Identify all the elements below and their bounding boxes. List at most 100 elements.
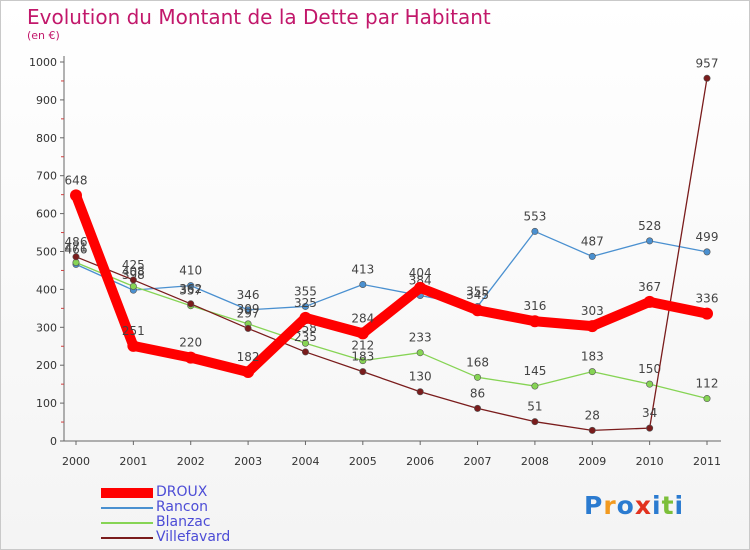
data-point-blanzac: [588, 368, 596, 376]
x-tick-label: 2009: [578, 455, 606, 468]
y-tick-label: 200: [36, 359, 57, 372]
y-tick-label: 900: [36, 94, 57, 107]
data-label-droux: 404: [409, 266, 432, 280]
data-label-rancon: 346: [237, 288, 260, 302]
data-point-villefavard: [129, 276, 137, 284]
x-tick-label: 2005: [349, 455, 377, 468]
chart-unit: (en €): [27, 29, 60, 42]
logo-letter: t: [661, 491, 675, 520]
data-point-villefavard: [703, 74, 711, 82]
data-point-droux: [643, 295, 656, 308]
data-label-rancon: 413: [351, 262, 374, 276]
data-label-droux: 284: [351, 311, 374, 325]
data-label-droux: 336: [696, 292, 719, 306]
y-tick-label: 400: [36, 283, 57, 296]
data-point-villefavard: [301, 348, 309, 356]
logo-letter: o: [616, 491, 635, 520]
data-point-blanzac: [129, 282, 137, 290]
legend-label: Villefavard: [156, 529, 231, 545]
data-point-droux: [356, 327, 369, 340]
y-tick-label: 0: [50, 435, 57, 448]
data-point-rancon: [703, 248, 711, 256]
data-label-rancon: 398: [122, 268, 145, 282]
data-label-droux: 325: [294, 296, 317, 310]
y-tick-label: 800: [36, 132, 57, 145]
data-point-droux: [528, 315, 541, 328]
data-label-villefavard: 34: [642, 406, 657, 420]
data-label-blanzac: 212: [351, 339, 374, 353]
legend-swatch: [101, 507, 153, 509]
y-tick-label: 600: [36, 208, 57, 221]
data-point-blanzac: [646, 380, 654, 388]
data-point-villefavard: [72, 253, 80, 261]
data-label-villefavard: 957: [696, 56, 719, 70]
series-line-blanzac: [75, 261, 708, 400]
logo-letter: i: [652, 491, 662, 520]
y-tick-label: 500: [36, 246, 57, 259]
data-point-villefavard: [244, 324, 252, 332]
logo-letter: P: [584, 491, 604, 520]
x-tick-label: 2004: [291, 455, 319, 468]
data-label-rancon: 384: [409, 273, 432, 287]
data-point-villefavard: [531, 418, 539, 426]
data-label-droux: 251: [122, 324, 145, 338]
x-tick-label: 2011: [693, 455, 721, 468]
data-point-villefavard: [359, 368, 367, 376]
data-point-villefavard: [474, 404, 482, 412]
data-label-blanzac: 233: [409, 331, 432, 345]
series-line-rancon: [75, 230, 708, 311]
data-point-droux: [184, 351, 197, 364]
y-tick-label: 1000: [29, 56, 57, 69]
legend-label: DROUX: [156, 484, 208, 500]
data-label-droux: 182: [237, 350, 260, 364]
data-label-villefavard: 486: [65, 235, 88, 249]
data-label-droux: 303: [581, 304, 604, 318]
data-point-droux: [242, 366, 255, 379]
data-label-blanzac: 183: [581, 350, 604, 364]
data-point-rancon: [187, 282, 195, 290]
data-label-droux: 367: [638, 280, 661, 294]
legend-swatch: [101, 537, 153, 539]
legend-swatch: [101, 522, 153, 524]
data-point-rancon: [359, 280, 367, 288]
data-point-blanzac: [703, 395, 711, 403]
logo-letter: i: [674, 491, 685, 520]
data-point-villefavard: [646, 424, 654, 432]
data-label-blanzac: 112: [696, 377, 719, 391]
data-label-blanzac: 150: [638, 362, 661, 376]
data-label-villefavard: 235: [294, 330, 317, 344]
logo-letter: r: [603, 491, 617, 520]
data-point-rancon: [588, 252, 596, 260]
data-label-rancon: 355: [294, 284, 317, 298]
data-label-droux: 345: [466, 288, 489, 302]
legend-label: Rancon: [156, 499, 209, 515]
data-label-droux: 648: [65, 173, 88, 187]
data-point-rancon: [531, 227, 539, 235]
data-label-villefavard: 425: [122, 258, 145, 272]
data-label-rancon: 528: [638, 219, 661, 233]
data-point-villefavard: [588, 426, 596, 434]
data-label-blanzac: 309: [237, 302, 260, 316]
data-point-droux: [299, 311, 312, 324]
data-point-rancon: [244, 306, 252, 314]
data-label-villefavard: 86: [470, 386, 485, 400]
data-point-blanzac: [416, 349, 424, 357]
data-label-blanzac: 408: [122, 264, 145, 278]
data-label-villefavard: 362: [179, 282, 202, 296]
proxiti-logo: Proxiti: [584, 491, 684, 520]
data-point-rancon: [301, 302, 309, 310]
data-label-rancon: 410: [179, 264, 202, 278]
series-line-villefavard: [75, 77, 708, 432]
x-tick-label: 2002: [177, 455, 205, 468]
legend-label: Blanzac: [156, 514, 211, 530]
data-label-blanzac: 471: [65, 240, 88, 254]
x-tick-label: 2000: [62, 455, 90, 468]
x-tick-label: 2010: [636, 455, 664, 468]
data-point-droux: [701, 307, 713, 320]
chart-title: Evolution du Montant de la Dette par Hab…: [27, 5, 491, 29]
x-tick-label: 2003: [234, 455, 262, 468]
data-label-villefavard: 28: [585, 408, 600, 422]
y-tick-label: 700: [36, 170, 57, 183]
